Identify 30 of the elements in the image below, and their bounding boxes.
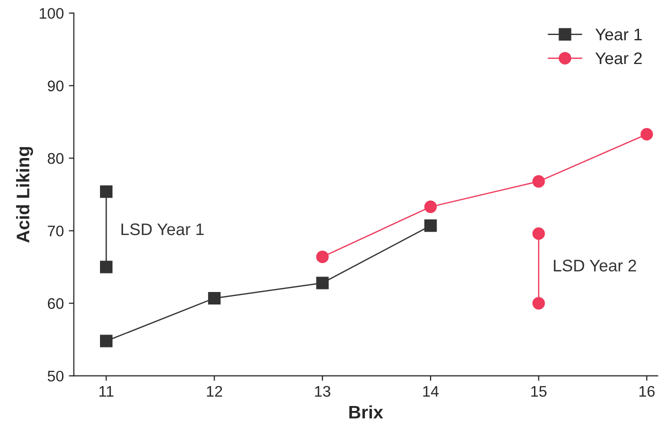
point (532, 297, 545, 310)
y-axis-title: Acid Liking (16, 147, 34, 243)
point (532, 175, 545, 188)
point (424, 200, 437, 214)
annotation: LSD Year 1 (122, 223, 204, 236)
point (424, 219, 437, 232)
point (100, 334, 112, 348)
x-tick-label: 11 (99, 386, 114, 397)
y-tick-label: 90 (48, 80, 64, 92)
y-tick-label: 60 (48, 298, 64, 309)
legend-label: Year 1 (595, 28, 642, 40)
point (316, 276, 329, 290)
x-tick-label: 14 (423, 386, 439, 397)
x-tick-label: 13 (315, 386, 330, 397)
x-axis-title: Brix (349, 405, 384, 418)
point (532, 227, 545, 240)
annotation: LSD Year 2 (554, 260, 636, 272)
x-tick-label: 15 (531, 386, 547, 397)
point (208, 292, 221, 304)
point (316, 250, 329, 264)
point (100, 260, 112, 274)
x-tick-label: 12 (207, 386, 222, 397)
x-tick-label: 16 (639, 386, 655, 397)
legend-label: Year 2 (595, 52, 642, 64)
point (640, 128, 654, 141)
y-tick-label: 80 (48, 153, 64, 164)
point (100, 185, 112, 198)
y-tick-label: 70 (48, 226, 64, 236)
y-tick-label: 50 (48, 370, 64, 382)
y-tick-label: 100 (40, 8, 64, 19)
